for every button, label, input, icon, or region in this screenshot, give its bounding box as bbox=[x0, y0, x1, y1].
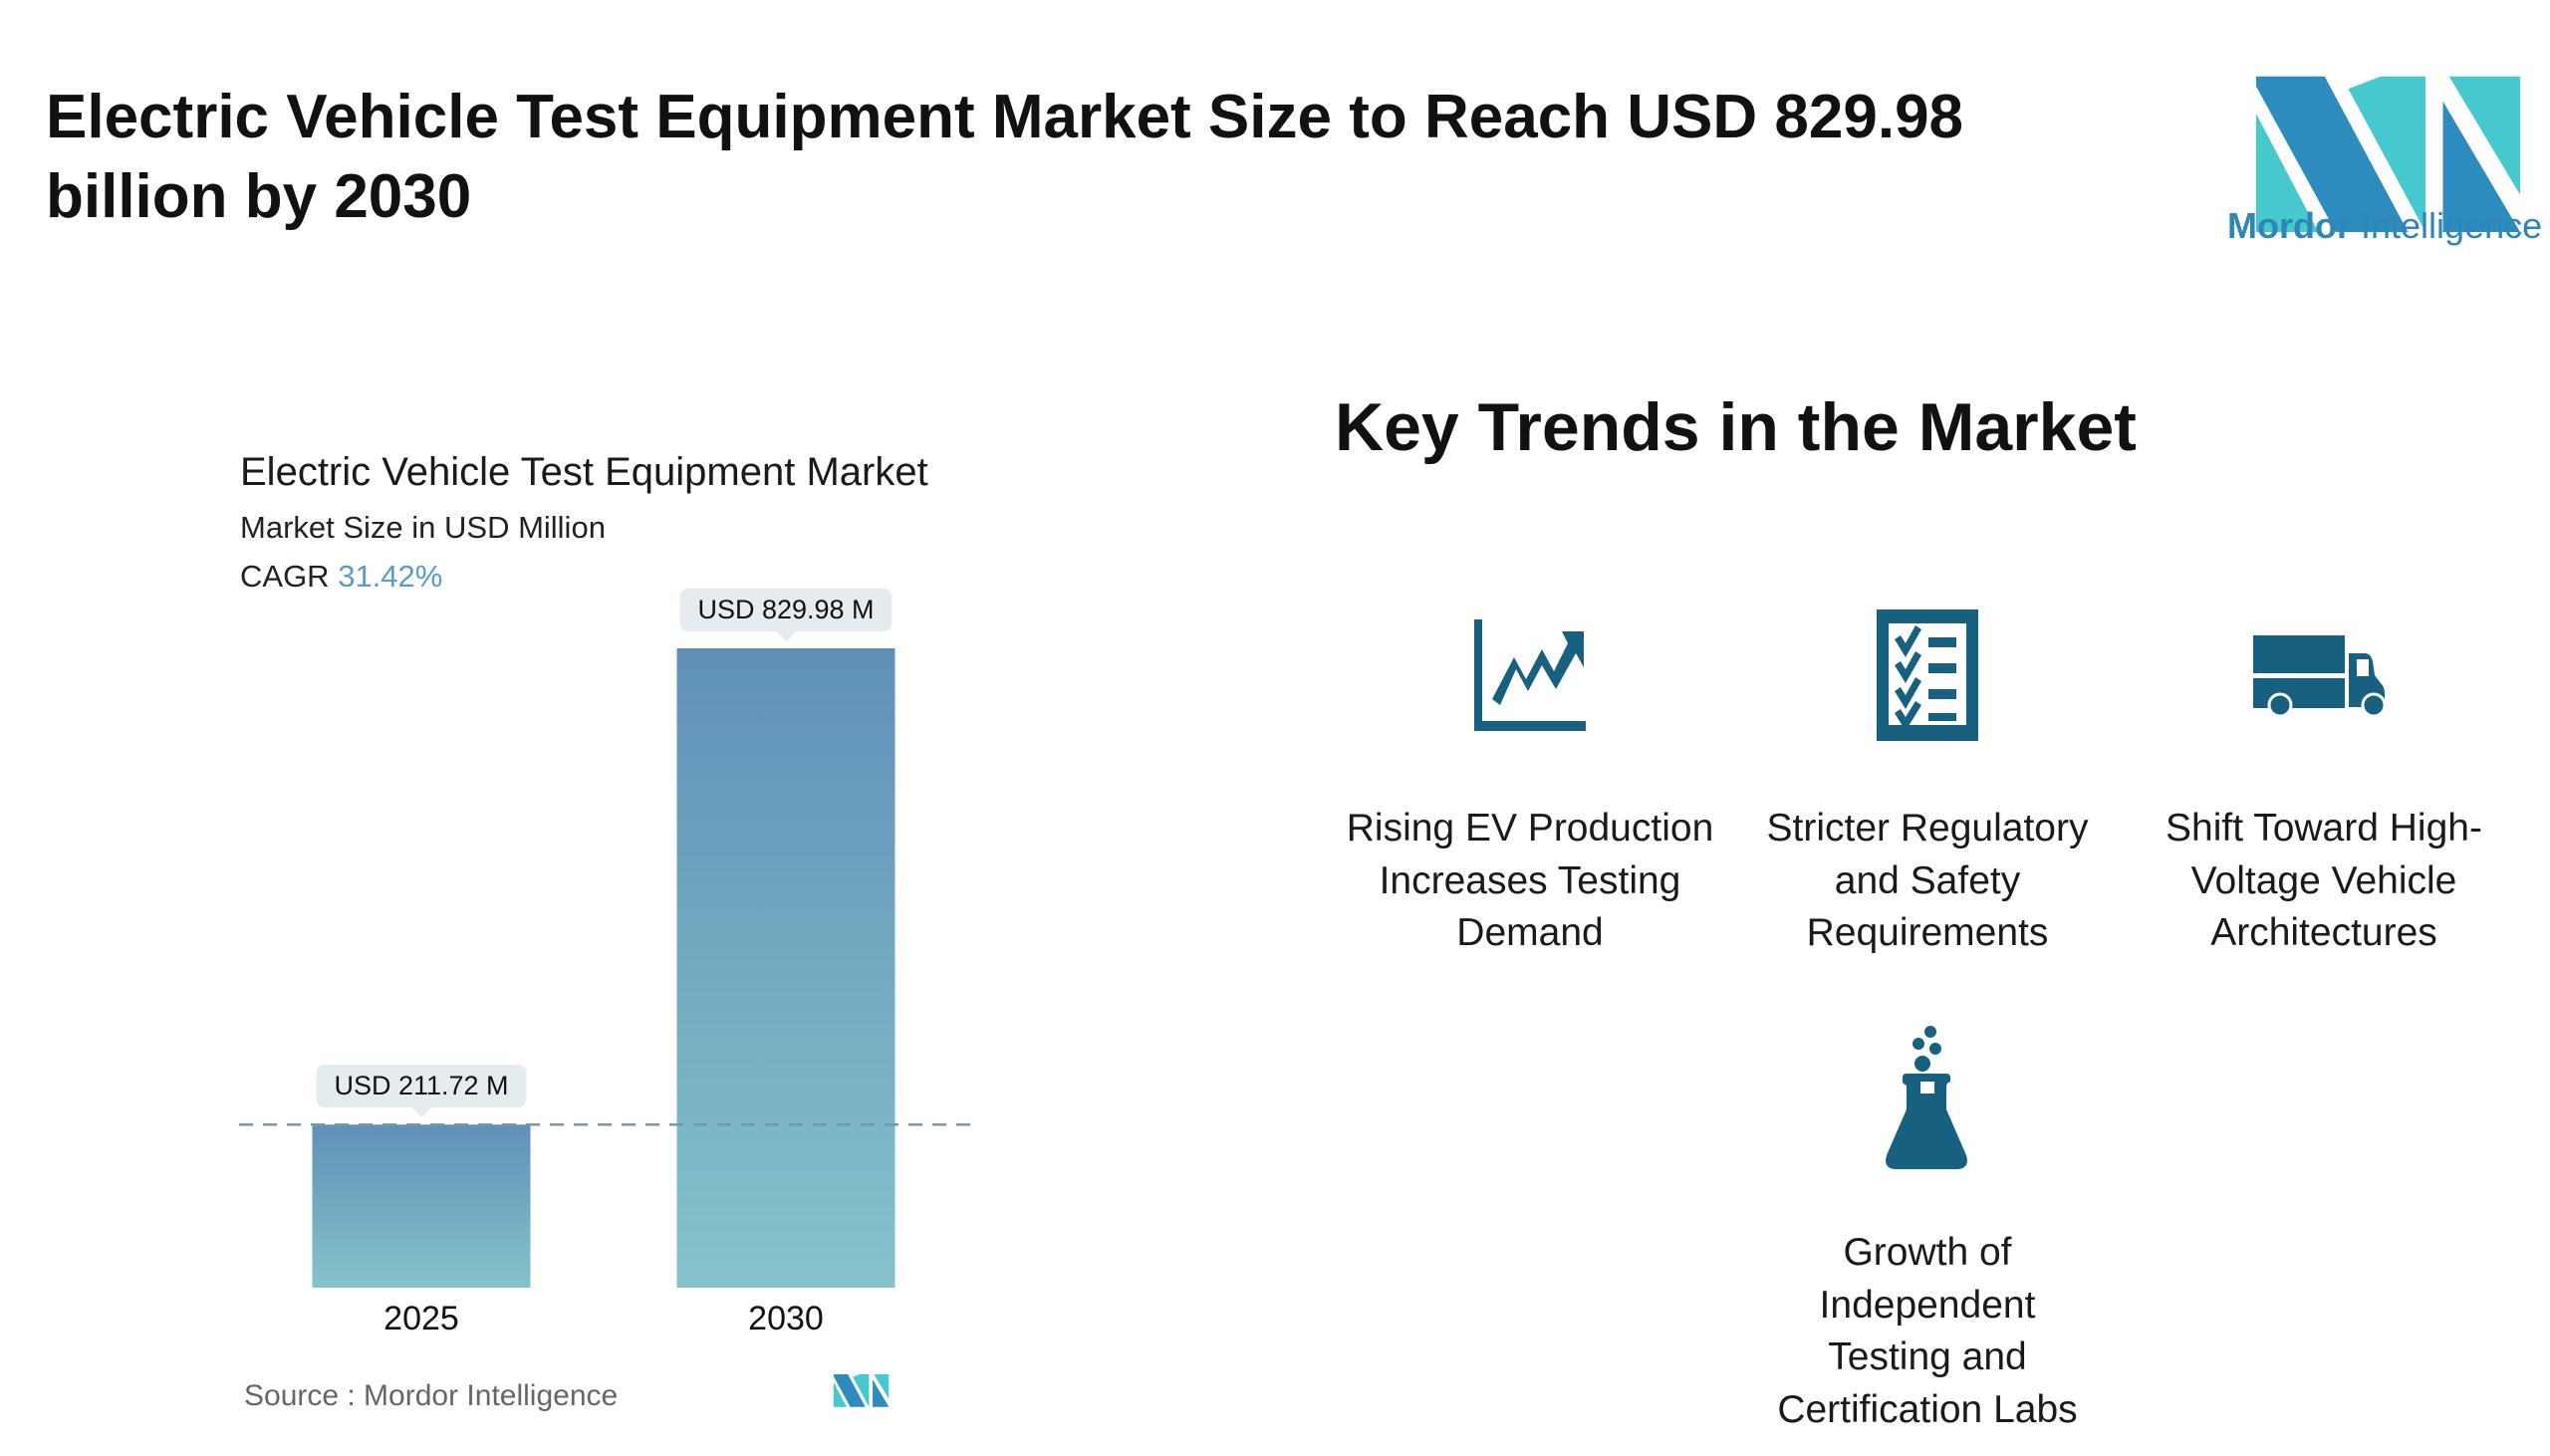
x-tick-label: 2025 bbox=[383, 1300, 459, 1337]
bar-2025 bbox=[312, 1124, 531, 1288]
source-note: Source : Mordor Intelligence bbox=[244, 1379, 619, 1412]
x-tick-label: 2030 bbox=[748, 1300, 824, 1337]
chart-cagr: CAGR 31.42% bbox=[240, 559, 443, 594]
mordor-logo bbox=[2256, 76, 2520, 232]
trend-label: Shift Toward High-Voltage Vehicle Archit… bbox=[2166, 807, 2482, 954]
data-label: USD 211.72 M bbox=[316, 1065, 527, 1118]
trends-title: Key Trends in the Market bbox=[1335, 389, 2137, 465]
checklist-icon bbox=[1877, 609, 1978, 741]
chart-title: Electric Vehicle Test Equipment Market bbox=[240, 450, 928, 494]
source-logo-icon bbox=[833, 1374, 890, 1407]
flask-icon bbox=[1886, 1026, 1967, 1169]
trend-label: Stricter Regulatory and Safety Requireme… bbox=[1766, 807, 2089, 954]
logo-wordmark: Mordor Intelligence bbox=[2227, 205, 2543, 246]
rising-chart-icon bbox=[1474, 619, 1586, 731]
truck-icon bbox=[2253, 635, 2387, 715]
bar-chart bbox=[239, 648, 976, 1288]
bar-2030 bbox=[676, 648, 895, 1288]
cagr-value: 31.42% bbox=[338, 559, 443, 594]
chart-subtitle: Market Size in USD Million bbox=[240, 510, 606, 545]
trend-label: Growth of Independent Testing and Certif… bbox=[1777, 1231, 2078, 1431]
page-title: Electric Vehicle Test Equipment Market S… bbox=[46, 83, 1964, 231]
data-label: USD 829.98 M bbox=[679, 589, 892, 641]
trend-label: Rising EV Production Increases Testing D… bbox=[1346, 807, 1714, 954]
